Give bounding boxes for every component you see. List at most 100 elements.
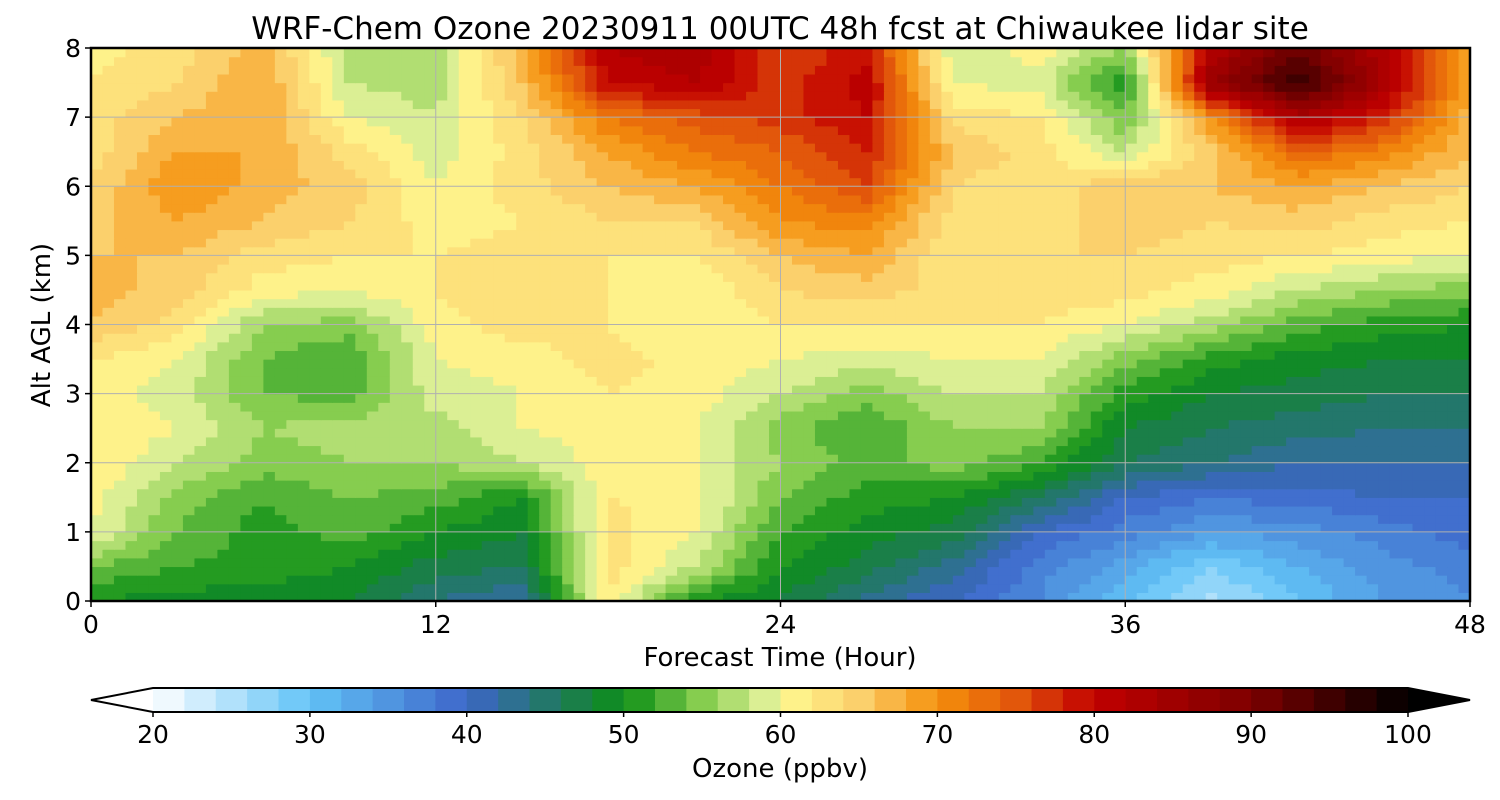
heatmap-cell <box>906 402 919 412</box>
heatmap-cell <box>274 298 287 308</box>
heatmap-cell <box>274 281 287 291</box>
heatmap-cell <box>562 436 575 447</box>
heatmap-cell <box>746 454 759 464</box>
heatmap-cell <box>757 246 770 256</box>
heatmap-cell <box>1194 289 1207 300</box>
heatmap-cell <box>1343 436 1356 447</box>
heatmap-cell <box>1010 488 1023 498</box>
heatmap-cell <box>1332 488 1345 498</box>
heatmap-cell <box>975 393 988 403</box>
heatmap-cell <box>182 255 196 265</box>
heatmap-cell <box>447 436 460 447</box>
heatmap-cell <box>1251 264 1264 274</box>
heatmap-cell <box>1251 480 1264 490</box>
heatmap-cell <box>1309 350 1322 360</box>
heatmap-cell <box>1447 264 1460 274</box>
heatmap-cell <box>1274 402 1287 412</box>
heatmap-cell <box>1228 566 1241 576</box>
heatmap-cell <box>1343 315 1356 326</box>
heatmap-cell <box>125 367 138 377</box>
heatmap-cell <box>1401 480 1414 490</box>
heatmap-cell <box>596 531 609 542</box>
heatmap-cell <box>791 445 805 455</box>
heatmap-cell <box>159 462 173 472</box>
heatmap-cell <box>91 575 104 585</box>
heatmap-cell <box>1125 350 1138 360</box>
heatmap-cell <box>1205 549 1218 559</box>
heatmap-cell <box>1102 307 1115 317</box>
heatmap-cell <box>1251 471 1264 481</box>
heatmap-cell <box>1297 523 1310 533</box>
heatmap-cell <box>837 350 851 360</box>
heatmap-cell <box>665 488 678 498</box>
heatmap-cell <box>1079 315 1092 326</box>
heatmap-cell <box>1458 289 1470 300</box>
heatmap-cell <box>585 549 598 559</box>
heatmap-cell <box>205 480 219 490</box>
heatmap-cell <box>987 272 1000 282</box>
heatmap-cell <box>1010 384 1023 395</box>
heatmap-cell <box>504 497 517 507</box>
heatmap-cell <box>1320 255 1333 265</box>
heatmap-cell <box>1217 531 1230 542</box>
heatmap-cell <box>757 376 770 386</box>
heatmap-cell <box>1079 324 1092 334</box>
heatmap-cell <box>757 497 770 507</box>
heatmap-cell <box>1033 462 1046 472</box>
heatmap-cell <box>952 298 965 308</box>
heatmap-cell <box>1458 531 1470 542</box>
heatmap-cell <box>918 402 931 412</box>
heatmap-cell <box>286 315 299 326</box>
heatmap-cell <box>182 315 196 326</box>
heatmap-cell <box>194 454 207 464</box>
heatmap-cell <box>1378 566 1391 576</box>
heatmap-cell <box>1171 436 1184 447</box>
heatmap-cell <box>562 315 575 326</box>
heatmap-cell <box>642 514 655 524</box>
heatmap-cell <box>274 557 287 568</box>
heatmap-cell <box>320 471 333 481</box>
heatmap-cell <box>1090 367 1103 377</box>
heatmap-cell <box>1378 350 1391 360</box>
heatmap-cell <box>297 462 310 472</box>
heatmap-cell <box>665 350 678 360</box>
heatmap-cell <box>757 255 770 265</box>
heatmap-cell <box>1205 307 1218 317</box>
heatmap-cell <box>1274 583 1287 593</box>
heatmap-cell <box>1343 523 1356 533</box>
heatmap-cell <box>975 436 988 447</box>
heatmap-cell <box>527 497 540 507</box>
heatmap-cell <box>631 557 644 568</box>
heatmap-cell <box>895 428 908 438</box>
heatmap-cell <box>872 480 885 490</box>
heatmap-cell <box>389 575 402 585</box>
heatmap-cell <box>1286 376 1299 386</box>
heatmap-cell <box>1148 255 1161 265</box>
heatmap-cell <box>872 497 885 507</box>
heatmap-cell <box>1033 272 1046 282</box>
heatmap-cell <box>458 523 471 533</box>
heatmap-cell <box>1274 393 1287 403</box>
heatmap-cell <box>435 255 448 265</box>
heatmap-cell <box>654 514 667 524</box>
heatmap-cell <box>378 393 391 403</box>
heatmap-cell <box>159 333 173 343</box>
heatmap-cell <box>688 272 701 282</box>
heatmap-cell <box>1378 497 1391 507</box>
heatmap-cell <box>1079 367 1092 377</box>
heatmap-cell <box>1424 497 1437 507</box>
heatmap-cell <box>251 454 264 464</box>
heatmap-cell <box>148 324 161 334</box>
heatmap-cell <box>1447 557 1460 568</box>
heatmap-cell <box>642 246 655 256</box>
heatmap-cell <box>964 341 977 352</box>
heatmap-cell <box>1182 333 1195 343</box>
heatmap-cell <box>401 307 414 317</box>
heatmap-cell <box>596 428 609 438</box>
heatmap-cell <box>527 272 540 282</box>
heatmap-cell <box>723 514 736 524</box>
heatmap-cell <box>1090 341 1103 352</box>
heatmap-cell <box>504 393 517 403</box>
heatmap-cell <box>136 566 150 576</box>
heatmap-cell <box>562 402 575 412</box>
